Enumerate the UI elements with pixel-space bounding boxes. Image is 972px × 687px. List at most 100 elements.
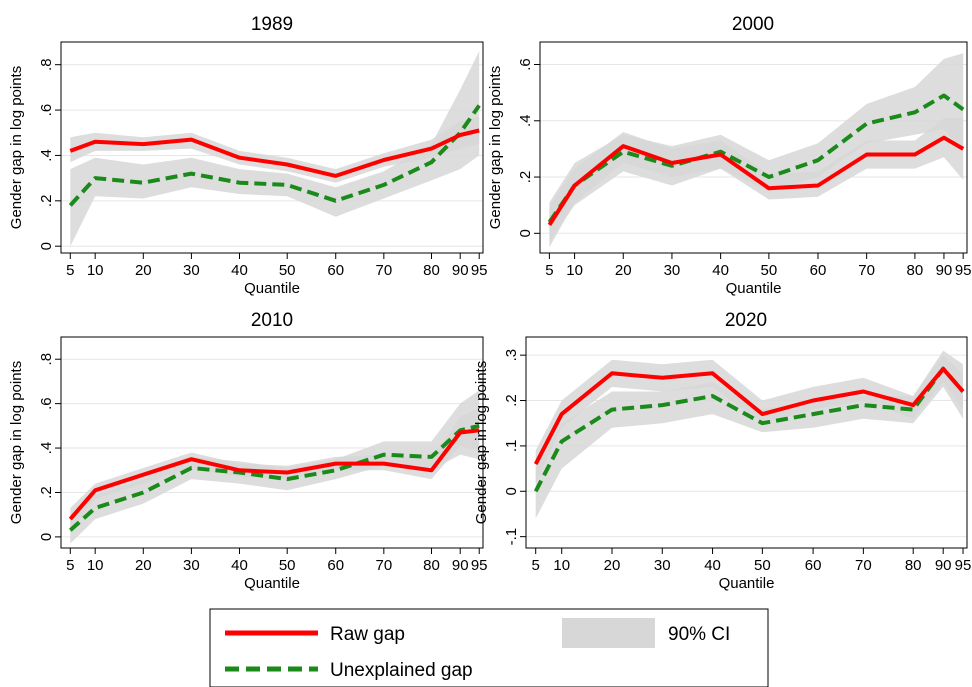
panel-2010-x-tick-label: 70 — [375, 557, 392, 574]
panel-2000-x-tick-label: 40 — [712, 262, 729, 279]
panel-1989-x-axis-label: Quantile — [244, 280, 300, 297]
panel-2010-x-tick-label: 40 — [231, 557, 248, 574]
panel-2000-raw-line — [547, 135, 965, 226]
panel-2010-x-tick-label: 60 — [327, 557, 344, 574]
panel-2010-ci-band — [70, 390, 480, 544]
panel-2020-ci-band — [535, 350, 963, 519]
panel-2020-y-tick-label: .3 — [503, 349, 520, 362]
panel-2020-y-tick-label: -.1 — [503, 528, 520, 546]
panel-2000-x-tick-label: 30 — [664, 262, 681, 279]
panel-2000-title: 2000 — [732, 14, 774, 35]
panel-2020-x-tick-label: 50 — [754, 557, 771, 574]
panel-1989-ci-band — [70, 51, 480, 247]
panel-1989: 1989 0 .2 .4 .6 .8 5 10 20 30 40 50 60 70 80 90 95 Quanti… — [8, 14, 488, 297]
panel-2020: 2020-.10.1.2.35 10 20 30 40 50 60 70 80 90 95Quant… — [473, 310, 971, 592]
panel-1989-y-tick-label: .8 — [38, 58, 55, 71]
panel-2010-frame — [60, 336, 484, 549]
panel-1989-unexplained-line — [68, 104, 481, 207]
panel-2000-x-tick-label: 60 — [810, 262, 827, 279]
panel-1989-x-tick-label: 30 — [183, 262, 200, 279]
panel-1989-x-tick-label: 50 — [279, 262, 296, 279]
panel-2010-x-tick-label: 50 — [279, 557, 296, 574]
panel-1989-x-tick-label: 80 — [423, 262, 440, 279]
panel-2000-y-tick-label: 0 — [517, 229, 534, 237]
panel-2000-unexplained-line — [547, 93, 965, 224]
panel-2000-x-tick-label: 5 — [545, 262, 553, 279]
legend-ci-swatch — [562, 618, 655, 648]
panel-2000-x-tick-label: 95 — [955, 262, 972, 279]
panel-2000-x-tick-label: 70 — [858, 262, 875, 279]
panel-2020-x-tick-label: 10 — [553, 557, 570, 574]
panel-2010-y-axis-label: Gender gap in log points — [8, 361, 25, 524]
panel-2020-x-tick-label: 70 — [855, 557, 872, 574]
panel-2020-x-tick-label: 40 — [704, 557, 721, 574]
panel-2010-y-tick-label: .8 — [38, 353, 55, 366]
panel-1989-x-tick-label: 20 — [135, 262, 152, 279]
panel-2020-y-axis-label: Gender gap in log points — [473, 361, 490, 524]
panel-1989-raw-line — [69, 128, 480, 178]
panel-1989-x-tick-label: 90 — [452, 262, 469, 279]
panel-2000-x-tick-label: 20 — [615, 262, 632, 279]
panel-2020-ci-band — [535, 355, 963, 483]
panel-2020-x-tick-label: 95 — [955, 557, 972, 574]
panel-2000-y-tick-label: .4 — [517, 115, 534, 128]
panel-2020-frame — [525, 336, 968, 549]
panel-2010-x-tick-label: 30 — [183, 557, 200, 574]
panel-1989-ci-band — [70, 116, 480, 183]
legend-ci-label: 90% CI — [668, 624, 730, 645]
panel-2020-x-tick-label: 90 — [935, 557, 952, 574]
panel-2000-x-tick-label: 10 — [566, 262, 583, 279]
panel-2010-x-tick-label: 10 — [87, 557, 104, 574]
panel-2000-x-tick-label: 80 — [907, 262, 924, 279]
panel-1989-x-tick-label: 60 — [327, 262, 344, 279]
panel-2000-frame — [539, 41, 968, 254]
panel-2010-x-tick-label: 90 — [452, 557, 469, 574]
panel-2020-y-tick-label: .2 — [503, 394, 520, 407]
panel-1989-frame — [60, 41, 484, 254]
panel-2010-x-tick-label: 20 — [135, 557, 152, 574]
panel-2010-x-tick-label: 80 — [423, 557, 440, 574]
legend-raw-label: Raw gap — [330, 624, 405, 645]
panel-2010: 2010 0 .2 .4 .6 .8 5 10 20 30 40 50 60 70 80 90 95 Quanti… — [8, 310, 488, 592]
panel-1989-y-tick-label: .6 — [38, 104, 55, 117]
panel-2020-x-tick-label: 80 — [905, 557, 922, 574]
panel-1989-x-tick-label: 10 — [87, 262, 104, 279]
legend: Raw gap Unexplained gap 90% CI — [209, 608, 769, 687]
panel-2020-x-tick-label: 5 — [532, 557, 540, 574]
panel-2020-raw-line — [533, 366, 965, 466]
panel-2010-title: 2010 — [251, 310, 293, 331]
panel-1989-title: 1989 — [251, 14, 293, 35]
panel-2000-x-axis-label: Quantile — [726, 280, 782, 297]
panel-2000-x-tick-label: 90 — [936, 262, 953, 279]
panel-1989-y-tick-label: .2 — [38, 195, 55, 208]
legend-unexplained-label: Unexplained gap — [330, 660, 473, 681]
panel-2010-y-tick-label: .4 — [38, 442, 55, 455]
panel-2020-x-tick-label: 20 — [604, 557, 621, 574]
panel-2010-x-axis-label: Quantile — [244, 575, 300, 592]
panel-2000-y-tick-label: .2 — [517, 171, 534, 184]
panel-2000: 2000 0 .2 .4 .6 5 10 20 30 40 50 60 70 80 90 95 Quantile… — [487, 14, 972, 297]
panel-2010-y-tick-label: 0 — [38, 533, 55, 541]
panel-2020-y-tick-label: 0 — [503, 487, 520, 495]
panel-2020-x-tick-label: 30 — [654, 557, 671, 574]
panel-2020-x-axis-label: Quantile — [719, 575, 775, 592]
panel-2020-title: 2020 — [725, 310, 767, 331]
panel-1989-y-tick-label: .4 — [38, 149, 55, 162]
panel-2010-x-tick-label: 95 — [471, 557, 488, 574]
panel-1989-x-tick-label: 95 — [471, 262, 488, 279]
panel-2010-x-tick-label: 5 — [66, 557, 74, 574]
panel-1989-y-tick-label: 0 — [38, 242, 55, 250]
panel-2010-raw-line — [68, 428, 480, 521]
panel-2020-x-tick-label: 60 — [805, 557, 822, 574]
panel-2000-x-tick-label: 50 — [761, 262, 778, 279]
legend-box — [209, 608, 769, 687]
panel-2020-y-tick-label: .1 — [503, 440, 520, 453]
panel-2010-y-tick-label: .2 — [38, 486, 55, 499]
panel-2000-y-axis-label: Gender gap in log points — [487, 66, 504, 229]
panel-1989-y-axis-label: Gender gap in log points — [8, 66, 25, 229]
panel-2010-unexplained-line — [68, 423, 480, 532]
panel-1989-x-tick-label: 40 — [231, 262, 248, 279]
panel-2010-y-tick-label: .6 — [38, 397, 55, 410]
